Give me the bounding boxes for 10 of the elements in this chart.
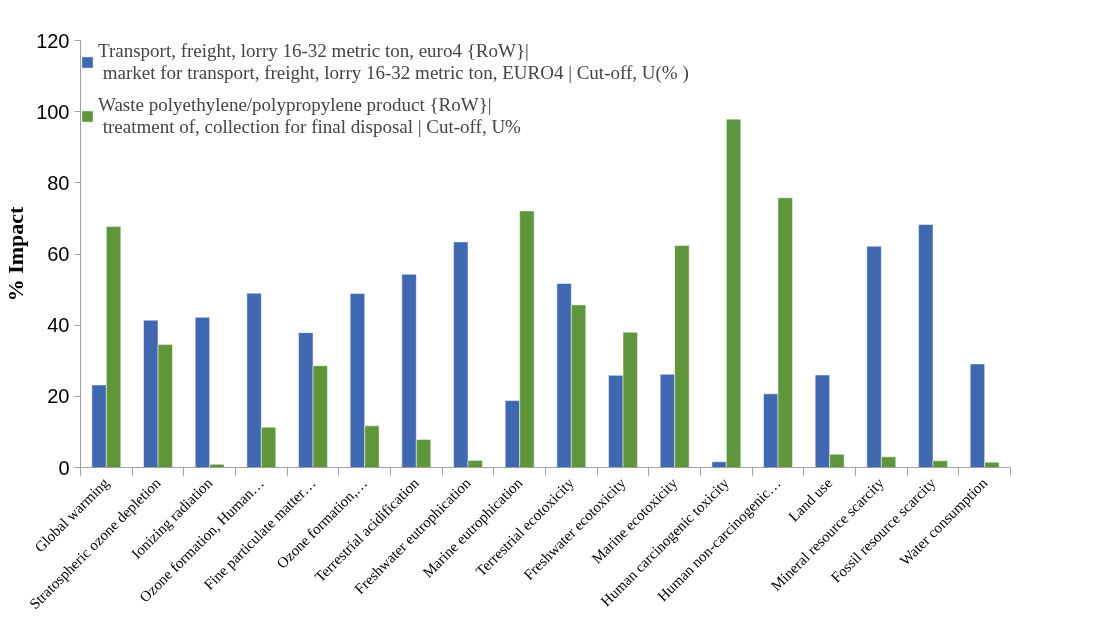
y-tick-label: 0 (58, 456, 70, 479)
legend-label: Waste polyethylene/polypropylene product {RoW}| treatment of, collection for final disposal | Cut-off, U% (98, 94, 521, 138)
y-tick-label: 40 (47, 314, 70, 337)
y-tick-label: 20 (47, 385, 70, 408)
y-tick-label: 100 (36, 100, 70, 123)
y-axis-title: % Impact (3, 205, 29, 302)
legend-label: Transport, freight, lorry 16-32 metric ton, euro4 {RoW}| market for transport, freight, lorry 16-32 metric ton, EURO4 | Cut-off, U(% ) (98, 40, 689, 84)
y-tick-label: 120 (36, 29, 70, 52)
y-tick-label: 60 (47, 243, 70, 265)
y-tick-label: 80 (47, 171, 70, 194)
